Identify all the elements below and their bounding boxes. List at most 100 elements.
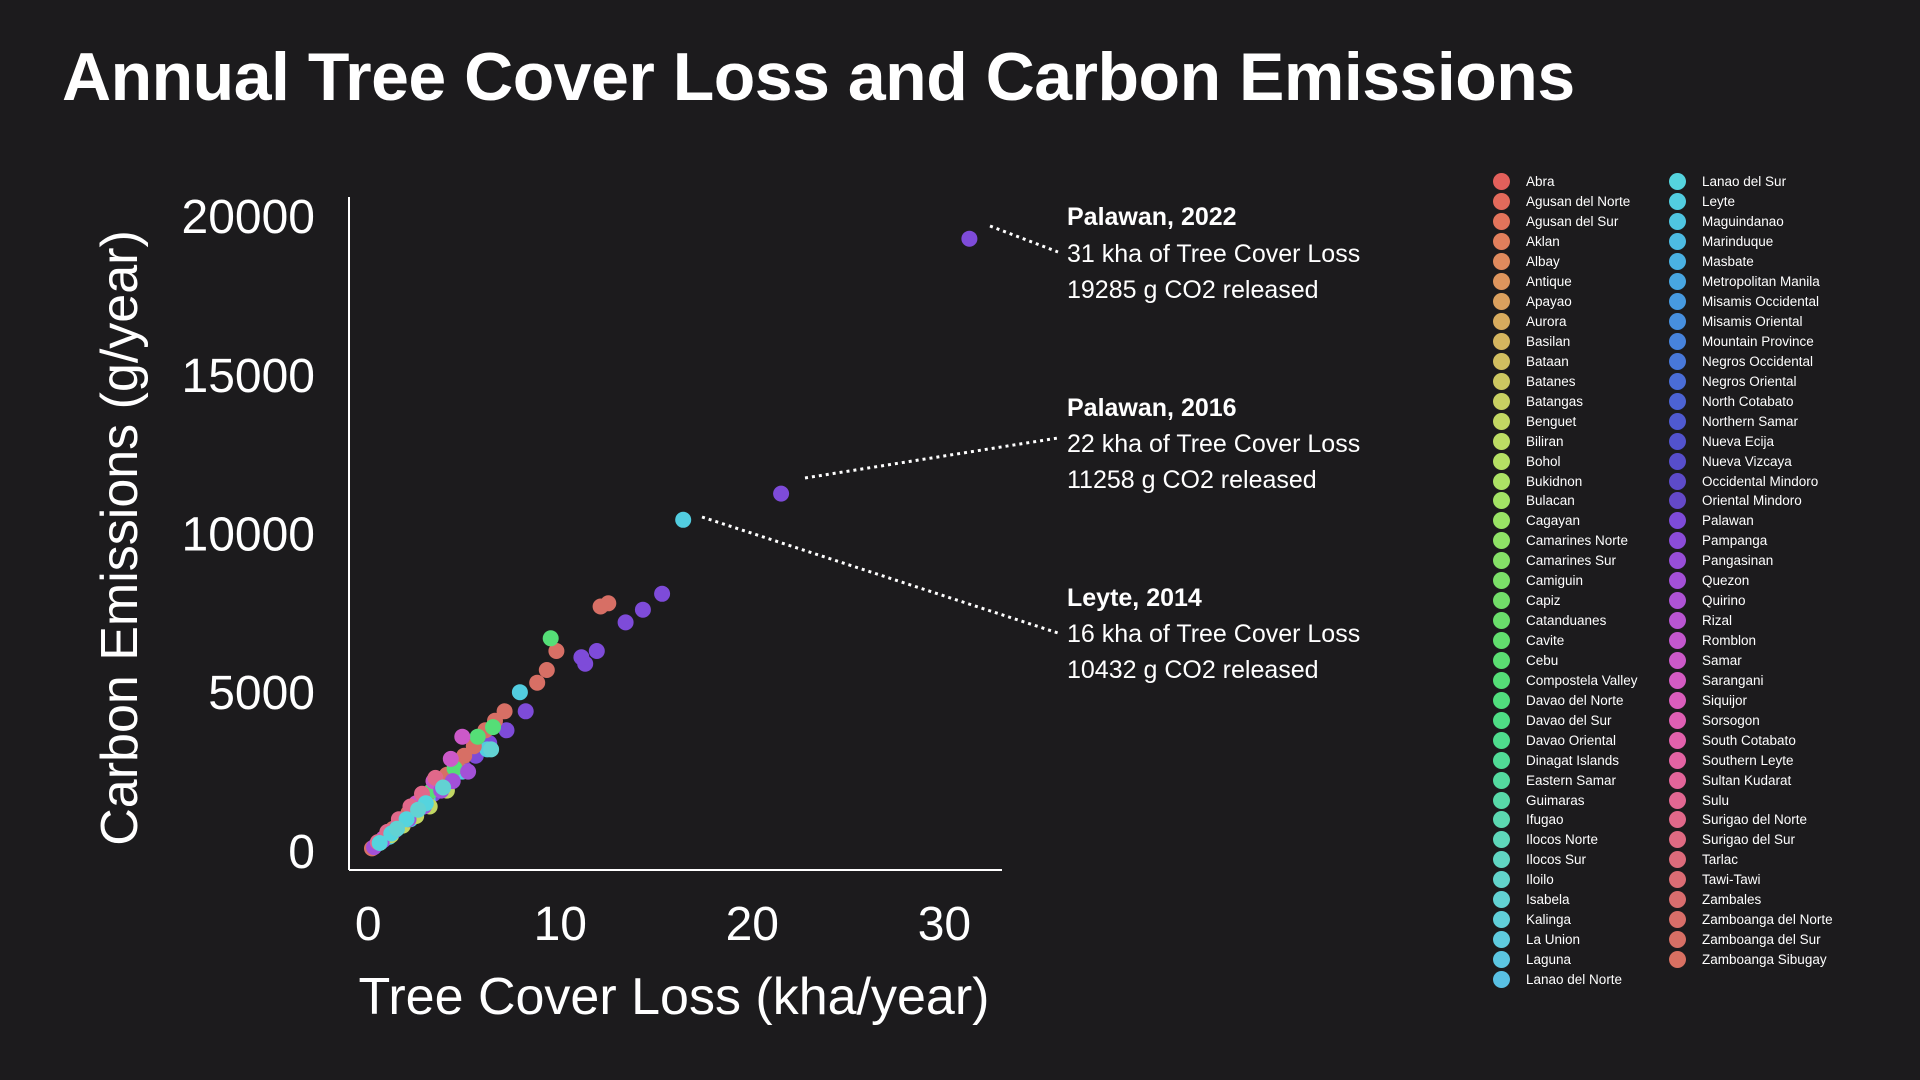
legend-swatch — [1669, 771, 1686, 789]
legend-item[interactable]: Agusan del Norte — [1493, 192, 1638, 212]
legend-item[interactable]: Ifugao — [1493, 810, 1638, 830]
annotation-detail: 22 kha of Tree Cover Loss — [1067, 430, 1360, 458]
legend-swatch — [1669, 811, 1686, 829]
data-point — [389, 820, 405, 837]
legend-item[interactable]: Samar — [1669, 651, 1833, 671]
legend-item[interactable]: Occidental Mindoro — [1669, 471, 1833, 491]
legend-label: Bukidnon — [1526, 473, 1583, 489]
legend-item[interactable]: Lanao del Sur — [1669, 172, 1833, 192]
legend-item[interactable]: Romblon — [1669, 631, 1833, 651]
legend-item[interactable]: Davao Oriental — [1493, 730, 1638, 750]
legend-item[interactable]: La Union — [1493, 930, 1638, 950]
legend-item[interactable]: South Cotabato — [1669, 730, 1833, 750]
legend-item[interactable]: Cebu — [1493, 651, 1638, 671]
legend-item[interactable]: Masbate — [1669, 252, 1833, 272]
legend-item[interactable]: Zambales — [1669, 890, 1833, 910]
legend-item[interactable]: Southern Leyte — [1669, 750, 1833, 770]
legend-item[interactable]: Kalinga — [1493, 910, 1638, 930]
legend-item[interactable]: Basilan — [1493, 332, 1638, 352]
legend-item[interactable]: Misamis Occidental — [1669, 292, 1833, 312]
legend-item[interactable]: Metropolitan Manila — [1669, 272, 1833, 292]
legend-item[interactable]: Dinagat Islands — [1493, 750, 1638, 770]
legend-item[interactable]: Ilocos Sur — [1493, 850, 1638, 870]
legend-item[interactable]: Quezon — [1669, 571, 1833, 591]
legend-swatch — [1493, 233, 1510, 251]
legend-item[interactable]: Aklan — [1493, 232, 1638, 252]
legend-item[interactable]: Agusan del Sur — [1493, 212, 1638, 232]
legend-item[interactable]: Tarlac — [1669, 850, 1833, 870]
legend-item[interactable]: Isabela — [1493, 890, 1638, 910]
legend-item[interactable]: Bataan — [1493, 351, 1638, 371]
legend-item[interactable]: Ilocos Norte — [1493, 830, 1638, 850]
ticks-layer: 0 10 20 30 0 5000 10000 15000 20000 — [182, 191, 972, 951]
legend-item[interactable]: Northern Samar — [1669, 411, 1833, 431]
legend-item[interactable]: Bohol — [1493, 451, 1638, 471]
legend-item[interactable]: Zamboanga Sibugay — [1669, 950, 1833, 970]
legend-item[interactable]: Camarines Norte — [1493, 531, 1638, 551]
legend-item[interactable]: Sultan Kudarat — [1669, 770, 1833, 790]
legend-item[interactable]: Negros Occidental — [1669, 351, 1833, 371]
legend-item[interactable]: Rizal — [1669, 611, 1833, 631]
legend-swatch — [1669, 612, 1686, 630]
legend-item[interactable]: Davao del Sur — [1493, 710, 1638, 730]
legend-item[interactable]: Surigao del Sur — [1669, 830, 1833, 850]
legend-item[interactable]: Cavite — [1493, 631, 1638, 651]
legend-swatch — [1669, 233, 1686, 251]
legend-item[interactable]: Zamboanga del Norte — [1669, 910, 1833, 930]
legend-swatch — [1669, 691, 1686, 709]
legend-item[interactable]: Marinduque — [1669, 232, 1833, 252]
legend-item[interactable]: Palawan — [1669, 511, 1833, 531]
legend-item[interactable]: Apayao — [1493, 292, 1638, 312]
legend-item[interactable]: Sulu — [1669, 790, 1833, 810]
legend-label: Camarines Sur — [1526, 553, 1617, 569]
legend-label: Camarines Norte — [1526, 533, 1629, 549]
legend-item[interactable]: Catanduanes — [1493, 611, 1638, 631]
legend-item[interactable]: Cagayan — [1493, 511, 1638, 531]
annotation-detail: 31 kha of Tree Cover Loss — [1067, 240, 1360, 268]
legend-item[interactable]: Capiz — [1493, 591, 1638, 611]
legend-item[interactable]: Laguna — [1493, 950, 1638, 970]
legend-item[interactable]: Mountain Province — [1669, 332, 1833, 352]
legend-item[interactable]: Pangasinan — [1669, 551, 1833, 571]
legend-item[interactable]: Lanao del Norte — [1493, 970, 1638, 990]
legend-item[interactable]: Biliran — [1493, 431, 1638, 451]
legend-item[interactable]: North Cotabato — [1669, 391, 1833, 411]
legend-item[interactable]: Tawi-Tawi — [1669, 870, 1833, 890]
legend-item[interactable]: Leyte — [1669, 192, 1833, 212]
legend-item[interactable]: Quirino — [1669, 591, 1833, 611]
legend-item[interactable]: Maguindanao — [1669, 212, 1833, 232]
legend-item[interactable]: Siquijor — [1669, 690, 1833, 710]
legend-item[interactable]: Davao del Norte — [1493, 690, 1638, 710]
legend-item[interactable]: Guimaras — [1493, 790, 1638, 810]
legend-swatch — [1669, 671, 1686, 689]
legend-swatch — [1493, 313, 1510, 331]
legend-item[interactable]: Iloilo — [1493, 870, 1638, 890]
legend-item[interactable]: Compostela Valley — [1493, 670, 1638, 690]
legend-item[interactable]: Oriental Mindoro — [1669, 491, 1833, 511]
legend-item[interactable]: Abra — [1493, 172, 1638, 192]
legend-item[interactable]: Misamis Oriental — [1669, 312, 1833, 332]
legend-item[interactable]: Sarangani — [1669, 670, 1833, 690]
legend-item[interactable]: Camarines Sur — [1493, 551, 1638, 571]
legend-item[interactable]: Batanes — [1493, 371, 1638, 391]
legend-item[interactable]: Albay — [1493, 252, 1638, 272]
legend-item[interactable]: Benguet — [1493, 411, 1638, 431]
data-point — [371, 835, 388, 851]
legend-item[interactable]: Negros Oriental — [1669, 371, 1833, 391]
legend-item[interactable]: Nueva Ecija — [1669, 431, 1833, 451]
legend-item[interactable]: Camiguin — [1493, 571, 1638, 591]
legend-item[interactable]: Surigao del Norte — [1669, 810, 1833, 830]
legend-item[interactable]: Sorsogon — [1669, 710, 1833, 730]
legend-label: Basilan — [1526, 333, 1571, 349]
legend-item[interactable]: Batangas — [1493, 391, 1638, 411]
data-point — [410, 801, 427, 818]
legend-item[interactable]: Bulacan — [1493, 491, 1638, 511]
legend-item[interactable]: Nueva Vizcaya — [1669, 451, 1833, 471]
legend-item[interactable]: Eastern Samar — [1493, 770, 1638, 790]
legend-item[interactable]: Antique — [1493, 272, 1638, 292]
legend-item[interactable]: Bukidnon — [1493, 471, 1638, 491]
legend-item[interactable]: Zamboanga del Sur — [1669, 930, 1833, 950]
legend-label: Oriental Mindoro — [1702, 493, 1802, 509]
legend-item[interactable]: Pampanga — [1669, 531, 1833, 551]
legend-item[interactable]: Aurora — [1493, 312, 1638, 332]
